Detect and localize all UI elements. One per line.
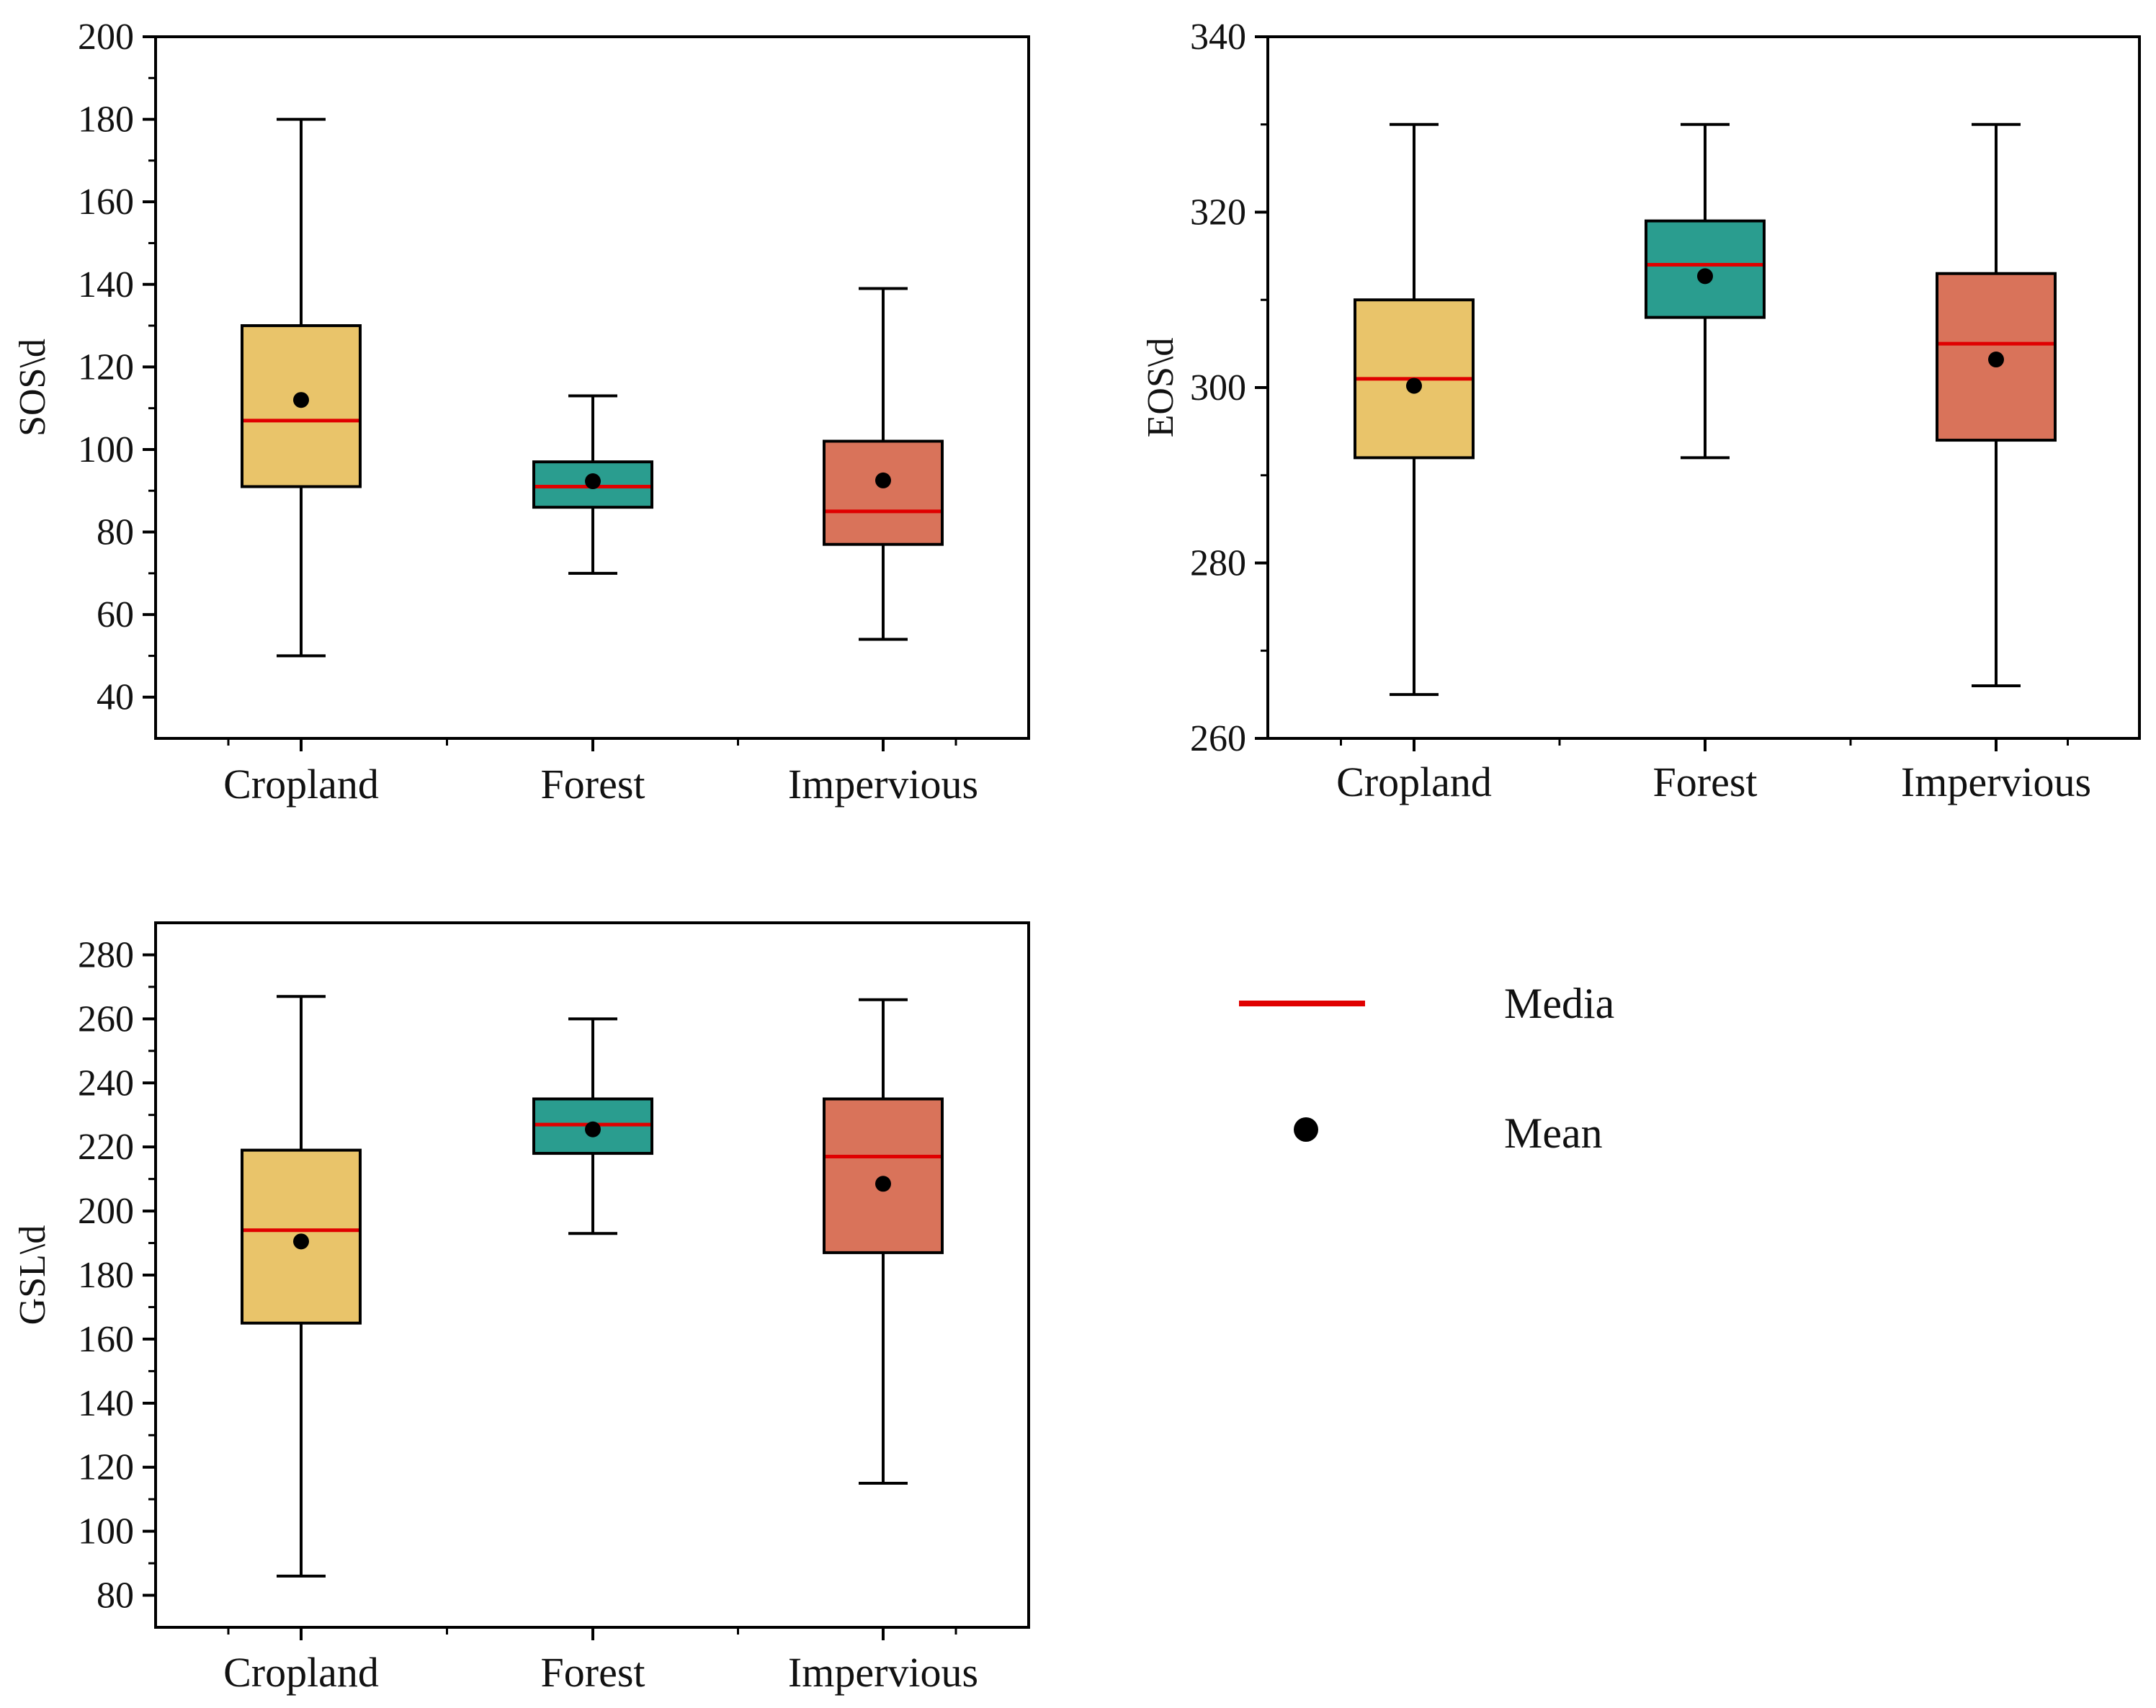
mean-marker	[293, 1233, 309, 1250]
mean-marker	[1988, 352, 2004, 368]
box-impervious	[823, 287, 944, 641]
y-tick-label: 340	[1190, 17, 1246, 58]
y-tick-label: 260	[78, 998, 134, 1039]
mean-marker	[875, 1176, 891, 1192]
x-category-label: Impervious	[788, 761, 978, 808]
y-tick-label: 40	[97, 677, 134, 718]
y-tick-label: 140	[78, 264, 134, 305]
x-category-label: Impervious	[788, 1649, 978, 1696]
legend-mean-label: Mean	[1504, 1109, 1603, 1157]
mean-marker	[1697, 268, 1713, 285]
y-tick-label: 180	[78, 1255, 134, 1296]
y-axis-title: EOS\d	[1140, 338, 1181, 438]
sos-panel: 40 60 80 100 120 140 160 180 200 SOS\d Cropland For…	[12, 17, 1030, 808]
y-tick-label: 280	[1190, 543, 1246, 584]
x-category-label: Forest	[1653, 759, 1758, 805]
y-tick-label: 120	[78, 346, 134, 388]
box-forest	[1645, 122, 1766, 460]
x-category-label: Cropland	[223, 1649, 379, 1696]
legend-mean-swatch	[1294, 1117, 1318, 1142]
box-cropland	[1354, 122, 1475, 697]
mean-marker	[585, 1121, 601, 1137]
box-forest	[532, 1017, 653, 1235]
y-tick-label: 180	[78, 99, 134, 140]
x-category-label: Impervious	[1901, 759, 2091, 805]
y-axis-title: GSL\d	[12, 1225, 53, 1325]
mean-marker	[875, 472, 891, 488]
mean-marker	[293, 392, 309, 408]
box-cropland	[241, 117, 362, 658]
y-tick-label: 140	[78, 1383, 134, 1424]
x-category-label: Cropland	[223, 761, 379, 808]
eos-panel: 260 280 300 320 340 EOS\d Cropland Forest Imperv…	[1140, 17, 2141, 805]
box-impervious	[823, 998, 944, 1485]
box-impervious	[1936, 122, 2057, 687]
y-tick-label: 120	[78, 1447, 134, 1488]
gsl-panel: 80 100 120 140 160 180 200 220 240 260 280 GSL\d Cro…	[12, 921, 1030, 1696]
y-tick-label: 200	[78, 17, 134, 58]
mean-marker	[1406, 377, 1422, 394]
legend-median-label: Media	[1504, 980, 1614, 1027]
iqr-box	[823, 439, 944, 546]
y-tick-label: 100	[78, 1511, 134, 1552]
y-tick-label: 160	[78, 182, 134, 223]
y-tick-label: 220	[78, 1127, 134, 1168]
x-category-label: Forest	[541, 761, 645, 808]
mean-marker	[585, 473, 601, 490]
y-tick-label: 240	[78, 1063, 134, 1104]
iqr-box	[823, 1097, 944, 1254]
legend: Media Mean	[1239, 980, 1614, 1157]
y-axis-title: SOS\d	[12, 339, 53, 437]
x-category-label: Forest	[541, 1649, 645, 1696]
box-forest	[532, 394, 653, 575]
y-tick-label: 260	[1190, 718, 1246, 759]
y-tick-label: 200	[78, 1191, 134, 1232]
x-category-label: Cropland	[1336, 759, 1492, 805]
y-tick-label: 60	[97, 594, 134, 635]
box-cropland	[241, 995, 362, 1578]
y-tick-label: 100	[78, 429, 134, 470]
y-tick-label: 80	[97, 512, 134, 553]
y-tick-label: 160	[78, 1319, 134, 1360]
y-tick-label: 80	[97, 1575, 134, 1617]
y-tick-label: 300	[1190, 367, 1246, 408]
y-tick-label: 320	[1190, 192, 1246, 233]
y-tick-label: 280	[78, 934, 134, 975]
